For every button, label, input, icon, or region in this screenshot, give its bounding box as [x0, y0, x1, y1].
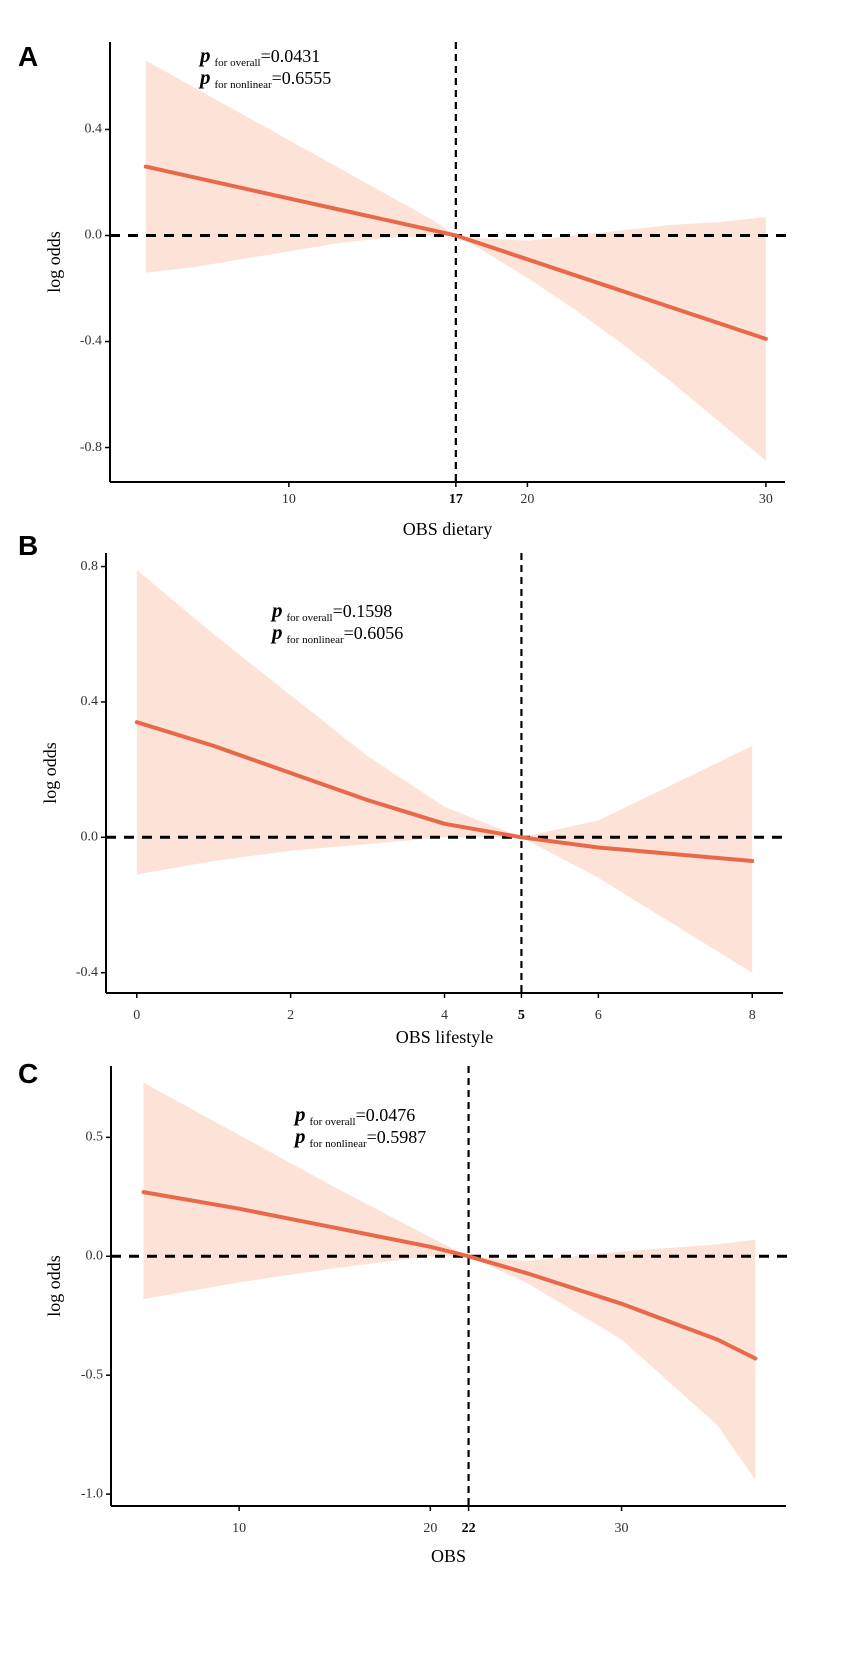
- p-value: =0.0476: [356, 1105, 416, 1125]
- x-tick-label: 30: [615, 1521, 629, 1536]
- y-tick-label: -1.0: [81, 1486, 103, 1501]
- p-value: =0.6555: [272, 68, 332, 88]
- x-axis-title: OBS: [431, 1546, 466, 1566]
- x-axis-title: OBS lifestyle: [396, 1027, 494, 1047]
- p-symbol: p: [198, 43, 211, 67]
- p-symbol: p: [198, 65, 211, 89]
- y-tick-label: 0.0: [81, 830, 99, 845]
- p-nonlinear: p for nonlinear=0.5987: [293, 1124, 426, 1150]
- x-tick-label: 4: [441, 1008, 448, 1023]
- x-tick-label: 2: [287, 1008, 294, 1023]
- x-tick-label: 20: [423, 1521, 437, 1536]
- p-nonlinear: p for nonlinear=0.6056: [270, 620, 403, 646]
- y-axis-title: log odds: [40, 742, 60, 804]
- y-tick-label: -0.4: [80, 334, 102, 349]
- p-overall: p for overall=0.1598: [270, 598, 392, 624]
- fitted-curve: [134, 720, 755, 863]
- p-value: =0.1598: [333, 601, 393, 621]
- y-tick-label: -0.4: [76, 965, 98, 980]
- y-tick-label: 0.0: [85, 228, 103, 243]
- p-subscript: for nonlinear: [287, 634, 344, 646]
- panel-a: A 0.4 0.0 -0.4 -0.8 10 17 20 30 OBS dietary log od…: [18, 41, 787, 539]
- p-value: =0.5987: [367, 1127, 427, 1147]
- x-tick-label-reference: 22: [462, 1521, 476, 1536]
- p-value: =0.0431: [261, 46, 321, 66]
- confidence-band: [143, 1082, 756, 1480]
- y-tick-label: 0.0: [86, 1248, 104, 1263]
- p-symbol: p: [270, 598, 283, 622]
- y-tick-label: 0.8: [81, 559, 99, 574]
- panel-b: B 0.8 0.4 0.0 -0.4 0 2 4 5 6 8 OBS lifestyle log odd…: [18, 530, 785, 1047]
- p-overall: p for overall=0.0476: [293, 1102, 415, 1128]
- x-tick-label-reference: 5: [518, 1008, 525, 1023]
- p-overall: p for overall=0.0431: [198, 43, 320, 69]
- p-nonlinear: p for nonlinear=0.6555: [198, 65, 331, 91]
- y-tick-label: 0.4: [85, 122, 103, 137]
- panel-c: C 0.5 0.0 -0.5 -1.0 10 20 22 30 OBS log odds p for o…: [18, 1058, 788, 1566]
- y-axis-title: log odds: [44, 231, 64, 293]
- y-tick-label: -0.5: [81, 1367, 103, 1382]
- y-tick-label: 0.4: [81, 694, 99, 709]
- y-axis-title: log odds: [44, 1255, 64, 1317]
- y-tick-label: -0.8: [80, 440, 102, 455]
- p-subscript: for overall: [310, 1116, 356, 1128]
- p-symbol: p: [270, 620, 283, 644]
- p-symbol: p: [293, 1102, 306, 1126]
- confidence-band: [136, 569, 753, 973]
- p-subscript: for nonlinear: [310, 1138, 367, 1150]
- y-tick-label: 0.5: [86, 1130, 104, 1145]
- x-tick-label: 30: [759, 492, 773, 507]
- x-tick-label: 6: [595, 1008, 602, 1023]
- fitted-curve: [141, 1190, 758, 1361]
- confidence-band: [145, 60, 766, 461]
- panel-letter: A: [18, 41, 38, 72]
- p-subscript: for overall: [287, 612, 333, 624]
- x-tick-label: 10: [232, 1521, 246, 1536]
- p-symbol: p: [293, 1124, 306, 1148]
- p-value: =0.6056: [344, 623, 404, 643]
- fitted-curve: [143, 164, 768, 341]
- x-tick-label: 0: [133, 1008, 140, 1023]
- x-tick-label: 20: [520, 492, 534, 507]
- panel-letter: B: [18, 530, 38, 561]
- panel-letter: C: [18, 1058, 38, 1089]
- x-tick-label-reference: 17: [449, 492, 463, 507]
- p-subscript: for overall: [215, 57, 261, 69]
- p-subscript: for nonlinear: [215, 79, 272, 91]
- x-tick-label: 10: [282, 492, 296, 507]
- x-tick-label: 8: [749, 1008, 756, 1023]
- x-axis-title: OBS dietary: [403, 519, 493, 539]
